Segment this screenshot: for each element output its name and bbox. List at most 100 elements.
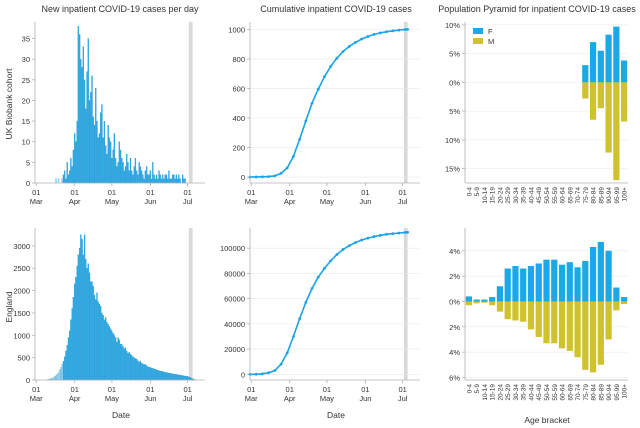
bar bbox=[163, 178, 165, 184]
bar-m bbox=[621, 301, 628, 304]
bar bbox=[147, 174, 149, 184]
bar bbox=[168, 372, 170, 381]
bar bbox=[87, 263, 89, 381]
x-tick-label: 20-24 bbox=[497, 187, 504, 204]
data-point bbox=[310, 101, 314, 105]
data-point bbox=[267, 371, 271, 375]
bar bbox=[62, 361, 65, 381]
x-tick-label: 01 bbox=[361, 188, 369, 197]
bar bbox=[86, 71, 88, 184]
bar bbox=[119, 344, 122, 381]
bar bbox=[169, 373, 171, 381]
bar bbox=[106, 321, 108, 381]
y-tick-label: 2% bbox=[449, 272, 460, 281]
bar-f bbox=[535, 263, 542, 302]
x-tick-label: 10-14 bbox=[482, 384, 489, 401]
bar bbox=[157, 370, 159, 381]
data-point bbox=[406, 27, 409, 31]
bar-f bbox=[582, 260, 589, 302]
x-tick-label: Apr bbox=[284, 197, 296, 206]
data-point bbox=[316, 87, 320, 91]
bar bbox=[136, 170, 138, 184]
bar bbox=[180, 375, 182, 381]
bar bbox=[107, 323, 109, 381]
bar bbox=[174, 374, 176, 381]
data-point bbox=[378, 233, 382, 237]
bar bbox=[165, 372, 168, 381]
bar bbox=[148, 366, 150, 381]
bar-m bbox=[535, 301, 542, 337]
bar bbox=[65, 350, 67, 381]
bar bbox=[78, 247, 81, 381]
y-tick-label: 3000 bbox=[13, 242, 30, 251]
x-tick-label: Apr bbox=[69, 394, 81, 403]
bar bbox=[127, 353, 129, 381]
data-point bbox=[261, 175, 264, 179]
bar bbox=[88, 100, 91, 184]
bar bbox=[189, 377, 191, 381]
bar-m bbox=[520, 301, 527, 322]
x-label-cumulative: Date bbox=[327, 410, 345, 420]
x-tick-label: 01 bbox=[32, 385, 40, 394]
x-tick-label: 60-64 bbox=[560, 187, 567, 204]
bar bbox=[148, 174, 150, 184]
x-tick-label: Jul bbox=[398, 197, 408, 206]
bar bbox=[177, 374, 179, 381]
x-tick-label: 01 bbox=[286, 188, 294, 197]
bar-m bbox=[465, 301, 472, 306]
bar-m bbox=[589, 82, 597, 120]
x-tick-label: 40-44 bbox=[528, 384, 535, 401]
y-tick-label: 1000 bbox=[13, 331, 30, 340]
bar bbox=[138, 162, 140, 184]
bar bbox=[71, 308, 73, 381]
x-tick-label: 70-74 bbox=[575, 384, 582, 401]
bar-f bbox=[613, 287, 620, 302]
bar bbox=[102, 315, 104, 381]
bar bbox=[56, 374, 58, 381]
bar bbox=[57, 178, 60, 184]
bar bbox=[152, 368, 154, 381]
chart-daily-eng: 05001000150020002500300001Mar01Apr01May0… bbox=[13, 228, 205, 403]
bar bbox=[64, 170, 66, 184]
bar bbox=[80, 59, 82, 184]
bar-m bbox=[558, 301, 566, 349]
bar bbox=[96, 120, 98, 184]
bar-m bbox=[566, 301, 573, 351]
bar bbox=[133, 166, 135, 184]
x-tick-label: 0-4 bbox=[466, 384, 473, 394]
bar bbox=[142, 363, 144, 381]
bar bbox=[111, 158, 113, 184]
bar bbox=[72, 149, 75, 184]
data-point bbox=[335, 56, 339, 60]
bar bbox=[183, 375, 185, 381]
data-point bbox=[360, 37, 364, 41]
data-point bbox=[366, 35, 370, 38]
bar bbox=[103, 120, 106, 184]
data-point bbox=[292, 335, 295, 338]
x-tick-label: May bbox=[105, 394, 119, 403]
data-point bbox=[298, 317, 302, 321]
x-tick-label: 85-89 bbox=[598, 384, 605, 401]
x-tick-label: 01 bbox=[146, 385, 154, 394]
data-point bbox=[385, 30, 388, 34]
bar bbox=[173, 373, 175, 381]
bar bbox=[179, 178, 181, 184]
y-tick-label: 1500 bbox=[13, 309, 30, 318]
x-tick-label: Apr bbox=[284, 394, 296, 403]
bar-f bbox=[589, 247, 597, 302]
x-tick-label: 65-69 bbox=[567, 384, 574, 401]
bar bbox=[81, 239, 83, 381]
bar bbox=[112, 149, 114, 184]
x-tick-label: 01 bbox=[32, 188, 40, 197]
bar bbox=[162, 174, 164, 184]
data-point bbox=[285, 166, 289, 170]
bar-m bbox=[496, 301, 504, 312]
y-tick-label: 2% bbox=[449, 323, 460, 332]
x-tick-label: 01 bbox=[71, 188, 79, 197]
bar-m bbox=[605, 82, 612, 153]
bar bbox=[80, 234, 82, 381]
bar-f bbox=[558, 264, 566, 302]
bar bbox=[188, 376, 190, 381]
bar bbox=[59, 369, 61, 381]
bar bbox=[143, 364, 145, 381]
